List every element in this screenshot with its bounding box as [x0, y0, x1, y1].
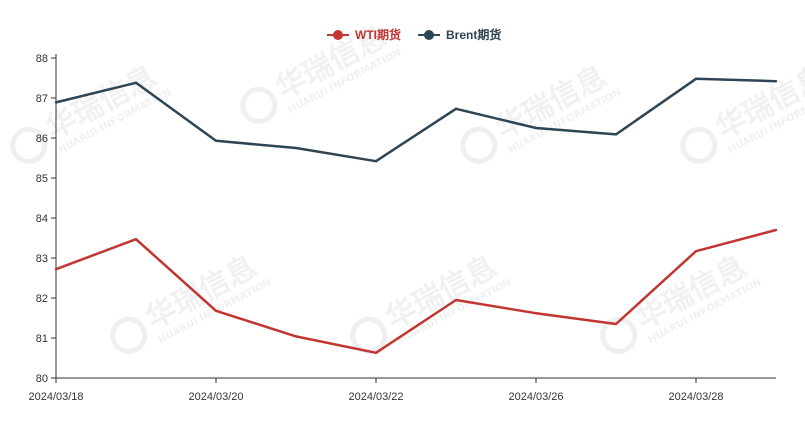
watermark-circle: [10, 126, 48, 164]
y-tick-label: 84: [36, 213, 48, 225]
data-point: [374, 351, 378, 354]
series-line: [55, 228, 777, 355]
data-point: [54, 101, 58, 104]
watermark-circle: [110, 316, 148, 354]
axes: 80 81 82 83 84 85 86 87 88 2024/03/18 2024/03/20 20…: [28, 53, 776, 403]
legend-item[interactable]: Brent期货: [418, 27, 501, 42]
data-point: [134, 81, 138, 85]
legend-marker: [333, 30, 343, 40]
y-tick-label: 82: [36, 293, 48, 305]
data-point: [694, 250, 698, 253]
watermark-circle: [240, 86, 278, 124]
y-tick-label: 85: [36, 173, 48, 185]
series-line: [55, 77, 777, 163]
data-point: [454, 107, 458, 111]
legend-label: Brent期货: [446, 27, 501, 42]
data-point: [134, 238, 138, 241]
y-tick-label: 86: [36, 133, 48, 145]
series-layer: [54, 77, 778, 355]
data-point: [294, 146, 298, 150]
data-point: [534, 126, 538, 130]
y-tick-label: 81: [36, 333, 48, 345]
data-point: [294, 335, 298, 338]
data-point: [214, 139, 218, 142]
legend-marker: [424, 30, 434, 40]
x-tick-label: 2024/03/28: [668, 391, 723, 403]
x-tick-label: 2024/03/18: [28, 391, 83, 403]
data-point: [774, 80, 778, 83]
data-point: [694, 77, 698, 81]
data-point: [774, 228, 778, 232]
data-point: [534, 312, 538, 315]
x-tick-label: 2024/03/20: [188, 391, 243, 403]
x-tick-label: 2024/03/22: [348, 391, 403, 403]
data-point: [54, 268, 58, 271]
y-tick-label: 80: [36, 373, 48, 385]
watermark-circle: [460, 126, 498, 164]
legend[interactable]: WTI期货 Brent期货: [327, 27, 501, 42]
y-tick-label: 88: [36, 53, 48, 65]
x-tick-label: 2024/03/26: [508, 391, 563, 403]
data-point: [374, 160, 378, 163]
data-point: [614, 133, 618, 136]
watermark-circle: [680, 126, 718, 164]
watermark-circle: [350, 316, 388, 354]
legend-label: WTI期货: [355, 27, 401, 42]
data-point: [614, 322, 618, 326]
y-tick-label: 87: [36, 93, 48, 105]
data-point: [214, 309, 218, 312]
data-point: [454, 298, 458, 302]
watermark-circle: [600, 316, 638, 354]
y-tick-label: 83: [36, 253, 48, 265]
legend-item[interactable]: WTI期货: [327, 27, 401, 42]
